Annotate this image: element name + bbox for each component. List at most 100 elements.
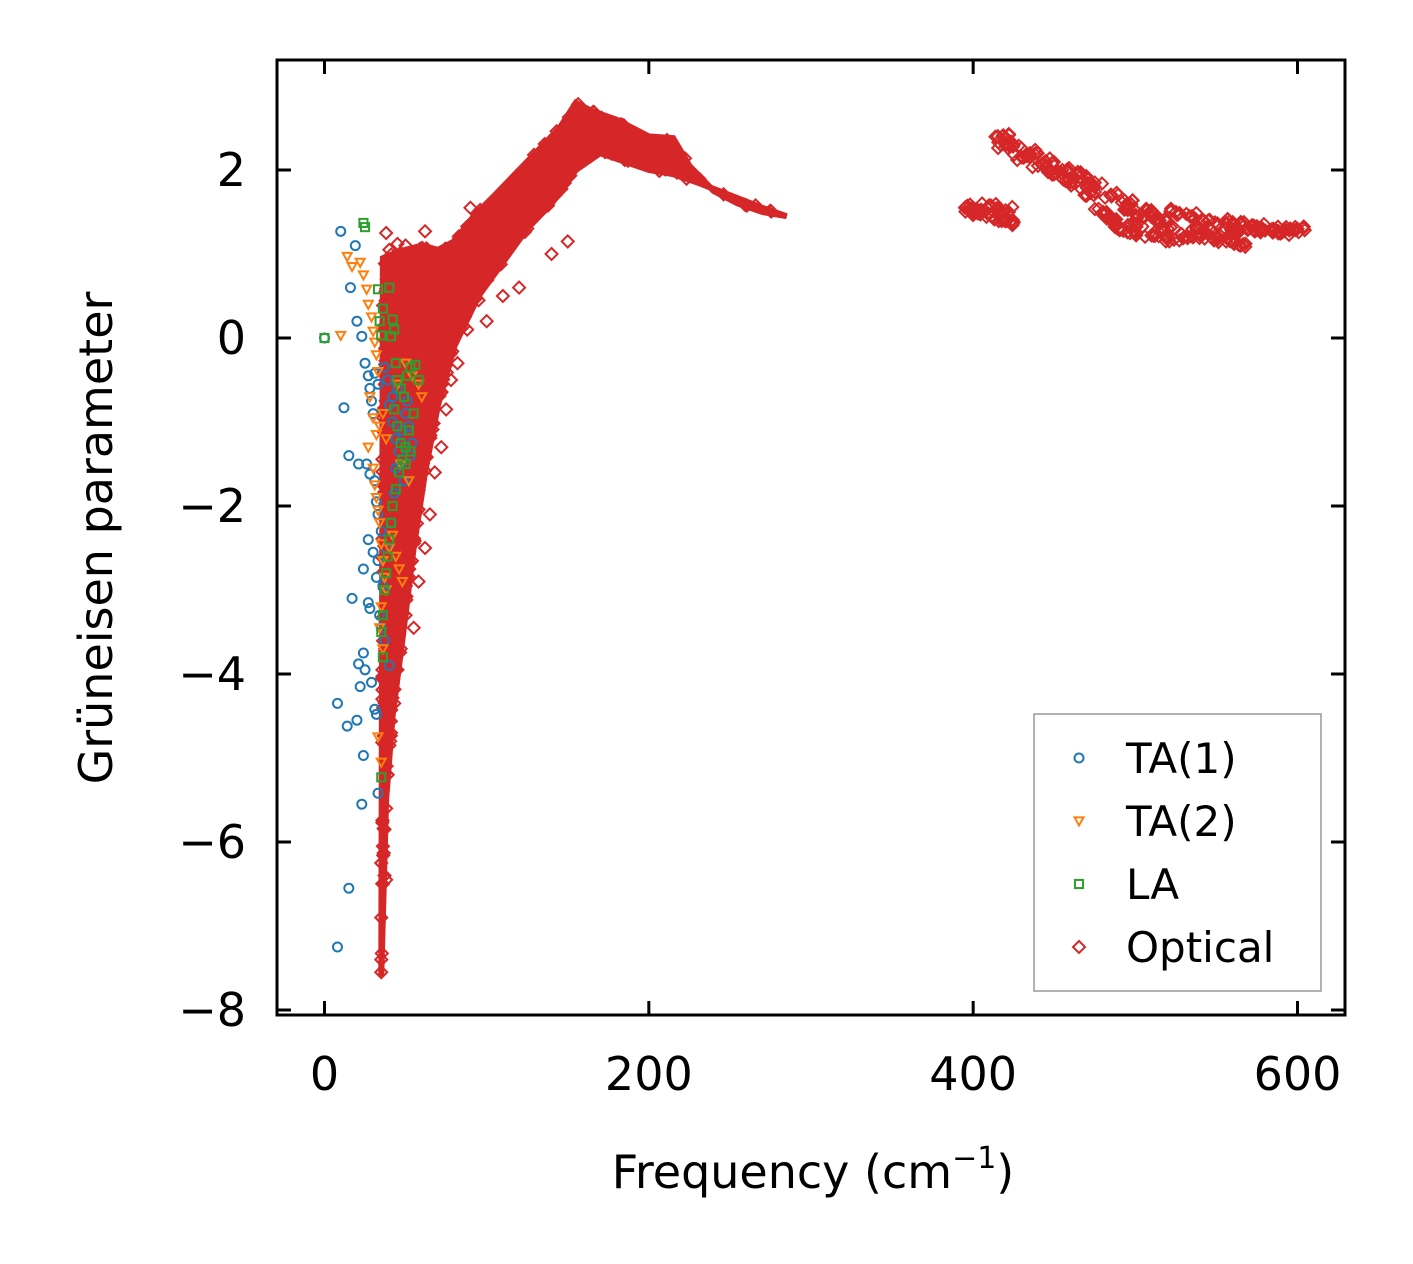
optical-point [450, 355, 465, 371]
ta-1-point [338, 402, 350, 414]
ta-2-point [371, 732, 385, 744]
optical-point [434, 299, 450, 315]
ta-1-point [356, 330, 368, 342]
optical-point [374, 691, 390, 707]
ta-1-point [331, 941, 343, 953]
y-axis-label: Grüneisen parameter [69, 291, 123, 784]
la-point [382, 551, 393, 562]
ta-2-point [370, 493, 383, 505]
optical-point [1247, 223, 1262, 239]
optical-point [471, 292, 486, 308]
optical-point [444, 343, 460, 359]
la-point [410, 359, 421, 370]
y-tick-label: −8 [178, 983, 246, 1037]
optical-point [1264, 221, 1280, 237]
optical-point [644, 144, 660, 160]
optical-point [593, 120, 609, 136]
legend-entries: TA(1) TA(2) LA Optical [1071, 734, 1274, 972]
optical-point [1119, 196, 1135, 212]
optical-point [378, 800, 394, 816]
ta-2-point [362, 442, 375, 454]
optical-point [445, 324, 461, 340]
optical-point [1120, 217, 1136, 233]
optical-point [526, 179, 541, 195]
optical-point [427, 464, 443, 480]
optical-point [422, 427, 438, 443]
optical-point [560, 233, 576, 249]
la-point [390, 484, 401, 495]
optical-point [465, 248, 481, 264]
optical-point [620, 128, 636, 144]
optical-point [394, 508, 410, 524]
optical-point [418, 450, 434, 466]
optical-point [538, 198, 554, 214]
optical-point [399, 549, 415, 565]
ta-1-point [375, 525, 387, 537]
optical-point [381, 617, 396, 633]
ta-2-point [379, 434, 393, 446]
la-point [377, 610, 388, 621]
optical-point [398, 607, 413, 623]
la-point [395, 437, 406, 449]
optical-point [506, 186, 522, 202]
optical-point [445, 329, 460, 344]
ta-2-point [392, 564, 406, 576]
optical-point [375, 838, 391, 854]
optical-point [551, 157, 567, 173]
optical-point [378, 447, 394, 463]
x-axis-label-main: Frequency (cm [612, 1145, 952, 1199]
optical-point [438, 401, 454, 417]
optical-point [557, 165, 573, 181]
optical-point [467, 278, 483, 294]
optical-point [448, 296, 464, 312]
optical-point [385, 444, 401, 460]
ta-2-point [362, 299, 375, 311]
ta-2-point [345, 262, 359, 274]
x-tick-label: 0 [310, 1047, 339, 1101]
optical-point [677, 150, 693, 166]
optical-point [737, 197, 753, 213]
optical-point [557, 175, 573, 191]
ta-1-point [370, 708, 382, 720]
optical-point [381, 511, 396, 527]
ta-2-point [402, 476, 416, 488]
optical-point [519, 158, 535, 174]
optical-point [508, 174, 523, 190]
optical-point [1166, 232, 1182, 248]
ta-2-point [360, 284, 373, 296]
optical-point [375, 668, 390, 684]
optical-point [510, 187, 526, 203]
optical-point [623, 141, 639, 157]
optical-point [417, 281, 433, 297]
optical-point [379, 313, 394, 329]
ta-2-point [396, 577, 409, 589]
optical-point [549, 123, 565, 139]
optical-point [1104, 189, 1119, 204]
optical-point [485, 209, 501, 225]
optical-point [378, 687, 394, 703]
optical-point [415, 306, 431, 322]
optical-point [375, 633, 391, 649]
ta-2-point [389, 551, 403, 563]
optical-point [412, 316, 428, 332]
ta-1-point [362, 597, 374, 609]
optical-point [376, 484, 392, 500]
optical-point [1006, 147, 1022, 163]
la-point [385, 517, 397, 528]
optical-point [420, 250, 436, 266]
optical-point [716, 186, 732, 202]
ta-1-point [357, 749, 369, 761]
optical-point [502, 199, 518, 215]
optical-point [418, 289, 434, 305]
optical-point [658, 160, 674, 176]
optical-point [431, 338, 447, 354]
optical-point [1094, 176, 1110, 191]
optical-point [1097, 190, 1113, 205]
optical-point [434, 384, 449, 400]
optical-point [534, 150, 550, 166]
optical-point [412, 324, 428, 340]
la-point [408, 408, 419, 419]
optical-point [438, 311, 453, 327]
optical-point [1257, 223, 1273, 238]
optical-point [651, 163, 667, 179]
